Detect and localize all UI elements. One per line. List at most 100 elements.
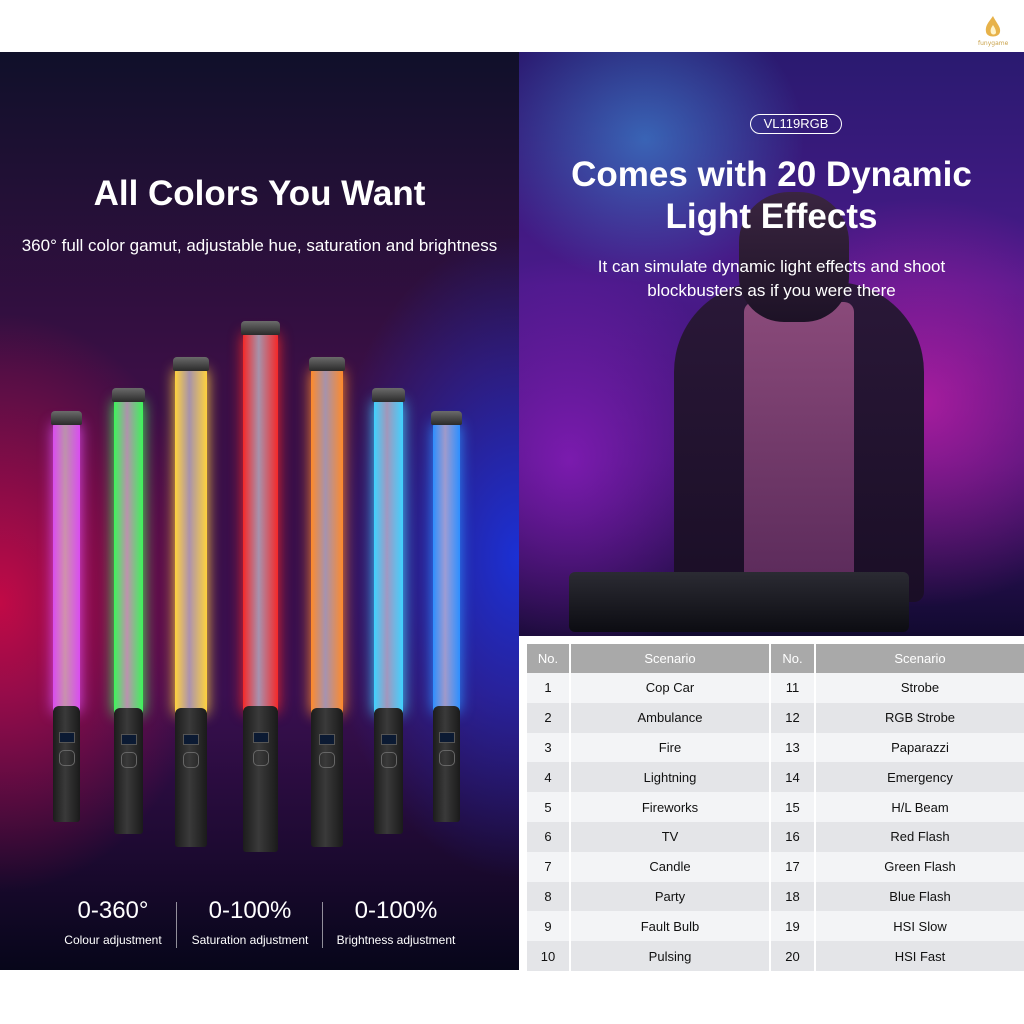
cell-scenario: Blue Flash (815, 881, 1024, 912)
colors-title: All Colors You Want (93, 174, 426, 213)
cell-scenario: Green Flash (815, 851, 1024, 882)
wand-handle (114, 708, 143, 834)
cell-scenario: HSI Slow (815, 911, 1024, 942)
cell-no: 13 (770, 732, 816, 763)
wand-handle (53, 706, 80, 822)
wand-button-pad (120, 752, 137, 768)
wand-handle (374, 708, 403, 834)
stat-colour: 0-360° Colour adjustment (48, 897, 178, 947)
wand-screen (319, 734, 335, 745)
adjustment-stats: 0-360° Colour adjustment 0-100% Saturati… (0, 897, 519, 957)
cell-no: 2 (527, 702, 571, 733)
table-row: 4 Lightning 14 Emergency (527, 762, 1024, 793)
wand-handle (243, 706, 278, 852)
cell-no: 20 (770, 941, 816, 971)
stat-divider (176, 902, 177, 948)
table-body: 1 Cop Car 11 Strobe 2 Ambulance 12 RGB Strobe 3 F… (527, 673, 1024, 971)
effects-subtitle: It can simulate dynamic light effects an… (519, 255, 1024, 303)
stat-value: 0-100% (354, 897, 438, 924)
wand-light-tube (53, 424, 80, 712)
cell-scenario: Fire (570, 732, 771, 763)
stat-saturation: 0-100% Saturation adjustment (178, 897, 322, 947)
wand-light-tube (175, 370, 207, 714)
light-wand (241, 321, 280, 852)
effects-subtitle-line: blockbusters as if you were there (647, 281, 896, 300)
cell-no: 5 (527, 792, 571, 822)
cell-scenario: Pulsing (570, 941, 771, 971)
wand-cap (173, 357, 209, 371)
cell-no: 6 (527, 821, 571, 852)
effects-subtitle-line: It can simulate dynamic light effects an… (597, 257, 946, 276)
cell-scenario: RGB Strobe (815, 702, 1024, 733)
effects-table: No. Scenario No. Scenario 1 Cop Car 11 Stro… (527, 644, 1024, 971)
cell-scenario: Strobe (815, 673, 1024, 703)
cell-scenario: Party (570, 881, 771, 912)
table-row: 7 Candle 17 Green Flash (527, 851, 1024, 882)
cell-no: 8 (527, 881, 571, 912)
wand-cap (112, 388, 145, 402)
model-tag: VL119RGB (750, 114, 842, 134)
cell-scenario: Candle (570, 851, 771, 882)
stat-value: 0-360° (77, 897, 149, 924)
wand-cap (372, 388, 405, 402)
cell-no: 19 (770, 911, 816, 942)
cell-scenario: Ambulance (570, 702, 771, 733)
stat-label: Colour adjustment (64, 933, 162, 947)
stat-value: 0-100% (208, 897, 292, 924)
light-wand (309, 357, 345, 847)
wand-cap (309, 357, 345, 371)
wand-light-tube (114, 401, 143, 714)
table-row: 2 Ambulance 12 RGB Strobe (527, 702, 1024, 733)
effects-title: Comes with 20 Dynamic Light Effects (519, 154, 1024, 238)
wand-button-pad (183, 752, 199, 768)
cell-scenario: Paparazzi (815, 732, 1024, 763)
cell-scenario: Emergency (815, 762, 1024, 793)
effects-panel: VL119RGB Comes with 20 Dynamic Light Eff… (519, 52, 1024, 636)
colors-subtitle: 360° full color gamut, adjustable hue, s… (21, 236, 498, 255)
stat-label: Saturation adjustment (191, 933, 309, 947)
cell-scenario: Cop Car (570, 673, 771, 703)
cell-no: 18 (770, 881, 816, 912)
wand-button-pad (438, 750, 455, 766)
wand-screen (120, 734, 137, 745)
wand-button-pad (252, 750, 269, 766)
cell-no: 17 (770, 851, 816, 882)
wand-handle (311, 708, 343, 847)
stat-label: Brightness adjustment (336, 933, 456, 947)
light-wand (112, 388, 145, 834)
header-scenario: Scenario (570, 644, 771, 673)
header-no: No. (527, 644, 571, 673)
table-row: 9 Fault Bulb 19 HSI Slow (527, 911, 1024, 942)
wand-screen (380, 734, 397, 745)
wand-cap (431, 411, 462, 425)
wand-screen (183, 734, 199, 745)
logo-text: funygame (978, 40, 1009, 47)
wand-light-tube (311, 370, 343, 714)
wand-cap (241, 321, 280, 335)
stat-brightness: 0-100% Brightness adjustment (324, 897, 468, 947)
light-wand (372, 388, 405, 834)
cell-scenario: HSI Fast (815, 941, 1024, 971)
effects-title-line: Light Effects (665, 197, 878, 236)
dj-controller (569, 572, 909, 632)
cell-no: 9 (527, 911, 571, 942)
table-header-row: No. Scenario No. Scenario (527, 644, 1024, 673)
wand-handle (433, 706, 460, 822)
cell-scenario: Red Flash (815, 821, 1024, 852)
wand-cap (51, 411, 82, 425)
light-wand (431, 411, 462, 822)
cell-no: 15 (770, 792, 816, 822)
wand-screen (58, 732, 75, 743)
flame-icon (985, 16, 1001, 37)
cell-no: 16 (770, 821, 816, 852)
cell-no: 12 (770, 702, 816, 733)
wand-light-tube (374, 401, 403, 714)
light-wand (51, 411, 82, 822)
table-row: 8 Party 18 Blue Flash (527, 881, 1024, 912)
table-row: 1 Cop Car 11 Strobe (527, 673, 1024, 703)
cell-no: 3 (527, 732, 571, 763)
cell-scenario: Fireworks (570, 792, 771, 822)
header-scenario: Scenario (815, 644, 1024, 673)
cell-scenario: Fault Bulb (570, 911, 771, 942)
stat-divider (322, 902, 323, 948)
